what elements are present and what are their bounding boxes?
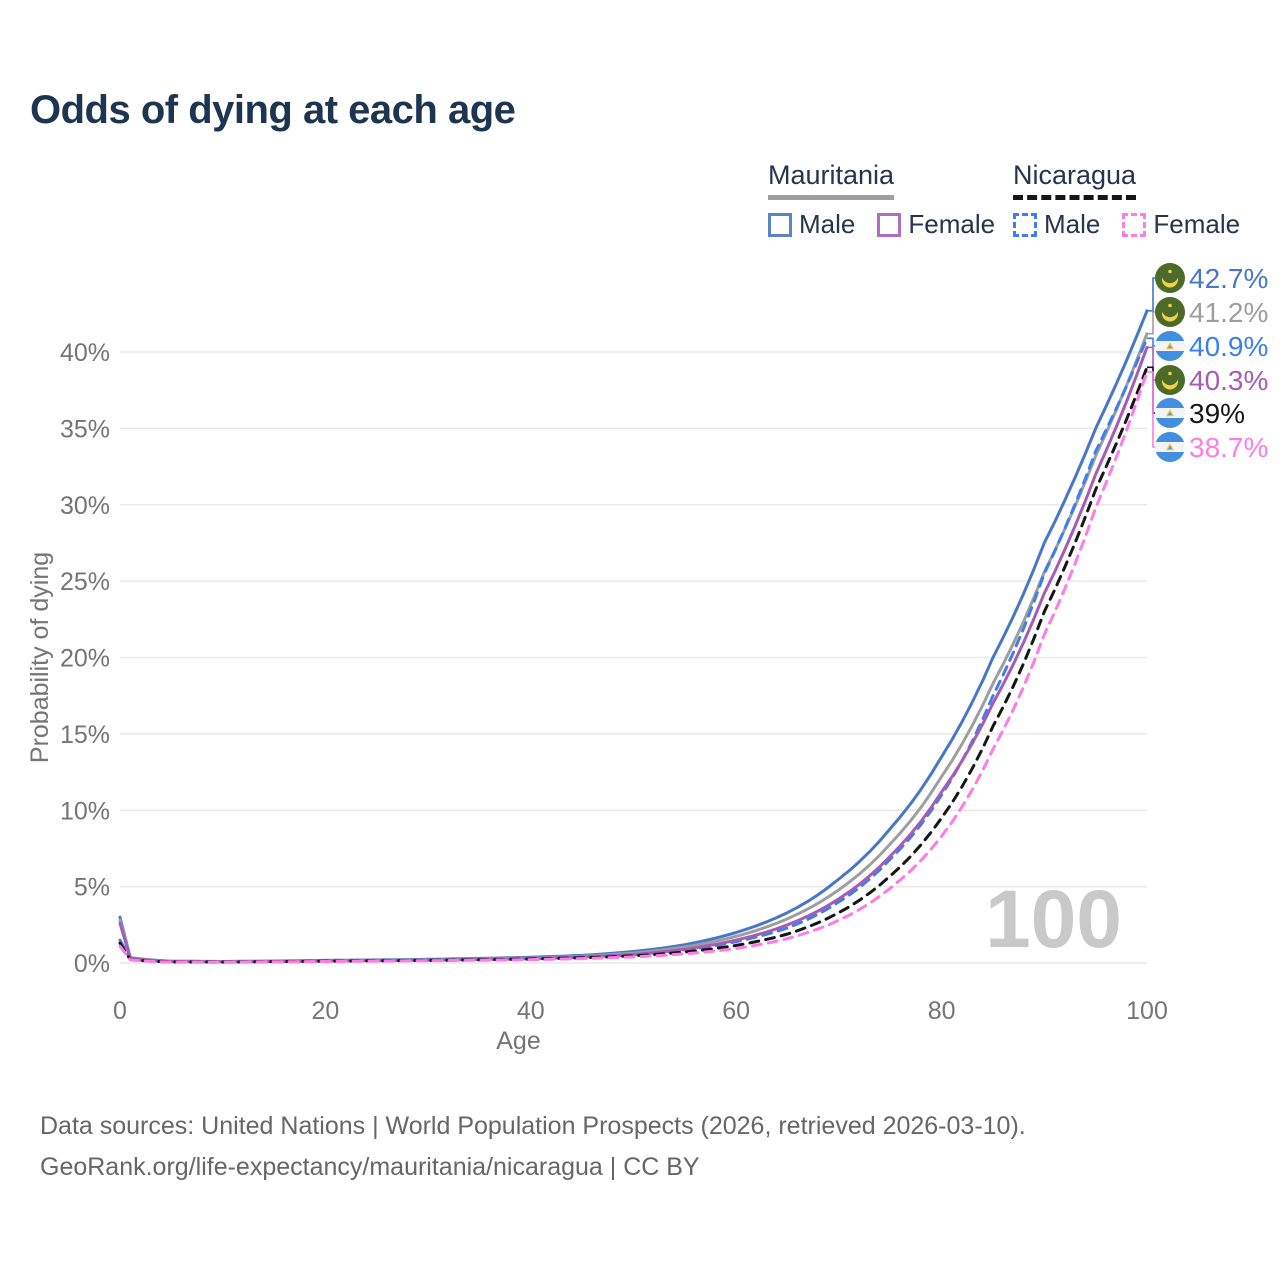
legend-group-mauritania: Mauritania Male Female — [768, 160, 1017, 240]
nicaragua-flag-icon — [1155, 331, 1185, 361]
nicaragua-flag-icon — [1155, 398, 1185, 428]
curve-nicaragua[interactable] — [118, 365, 1149, 964]
curve-mauritania-male[interactable] — [118, 309, 1149, 963]
mauritania-female-swatch-icon — [877, 212, 902, 237]
age-watermark: 100 — [985, 874, 1122, 965]
mauritania-flag-icon — [1155, 297, 1185, 327]
end-value-label-mauritania: 41.2% — [1189, 297, 1268, 328]
legend: Mauritania Male Female Nicaragua Male Fe… — [0, 160, 1280, 250]
nicaragua-flag-icon — [1155, 432, 1185, 462]
legend-item-mauritania-female[interactable]: Female — [877, 209, 995, 240]
curve-nicaragua-male[interactable] — [118, 336, 1149, 964]
mauritania-flag-icon — [1155, 365, 1185, 395]
end-value-label-nicaragua-female: 38.7% — [1189, 432, 1268, 463]
x-tick-label: 20 — [311, 997, 339, 1025]
footer: Data sources: United Nations | World Pop… — [40, 1106, 1026, 1188]
legend-item-nicaragua-female[interactable]: Female — [1122, 209, 1240, 240]
end-value-label-mauritania-female: 40.3% — [1189, 365, 1268, 396]
x-tick-label: 40 — [517, 997, 545, 1025]
legend-group-nicaragua: Nicaragua Male Female — [1013, 160, 1262, 240]
footer-attribution-link[interactable]: GeoRank.org/life-expectancy/mauritania/n… — [40, 1153, 700, 1181]
y-axis-title: Probability of dying — [26, 552, 54, 763]
nicaragua-male-swatch-icon — [1013, 212, 1037, 237]
legend-label: Male — [1044, 209, 1101, 239]
end-label-leader-line — [1147, 346, 1157, 381]
y-tick-label: 35% — [60, 415, 110, 443]
x-tick-label: 0 — [113, 997, 127, 1025]
end-label-leader-line — [1147, 277, 1157, 312]
x-axis-title: Age — [496, 1027, 540, 1055]
x-tick-label: 80 — [928, 997, 956, 1025]
legend-country-nicaragua[interactable]: Nicaragua — [1013, 160, 1137, 200]
curve-nicaragua-female[interactable] — [118, 370, 1149, 964]
end-label-leader-line — [1147, 366, 1157, 414]
mauritania-male-swatch-icon — [768, 212, 792, 237]
legend-item-mauritania-male[interactable]: Male — [768, 209, 855, 240]
x-tick-label: 100 — [1126, 997, 1168, 1025]
y-tick-label: 25% — [60, 568, 110, 596]
footer-data-sources: Data sources: United Nations | World Pop… — [40, 1112, 1026, 1140]
legend-label: Male — [799, 209, 856, 239]
nicaragua-female-swatch-icon — [1122, 212, 1147, 237]
page-title: Odds of dying at each age — [30, 88, 516, 132]
end-value-label-nicaragua-male: 40.9% — [1189, 331, 1268, 362]
y-tick-label: 15% — [60, 721, 110, 749]
legend-item-nicaragua-male[interactable]: Male — [1013, 209, 1100, 240]
y-tick-label: 40% — [60, 339, 110, 367]
legend-label: Female — [908, 209, 996, 239]
y-tick-label: 5% — [74, 874, 110, 902]
end-value-label-mauritania-male: 42.7% — [1189, 263, 1268, 294]
end-value-label-nicaragua: 39% — [1189, 398, 1245, 429]
y-tick-label: 0% — [74, 950, 110, 978]
y-tick-label: 30% — [60, 492, 110, 520]
mauritania-flag-icon — [1155, 263, 1185, 293]
y-tick-label: 10% — [60, 797, 110, 825]
legend-country-mauritania[interactable]: Mauritania — [768, 160, 895, 200]
y-tick-label: 20% — [60, 645, 110, 673]
legend-label: Female — [1153, 209, 1241, 239]
x-tick-label: 60 — [722, 997, 750, 1025]
